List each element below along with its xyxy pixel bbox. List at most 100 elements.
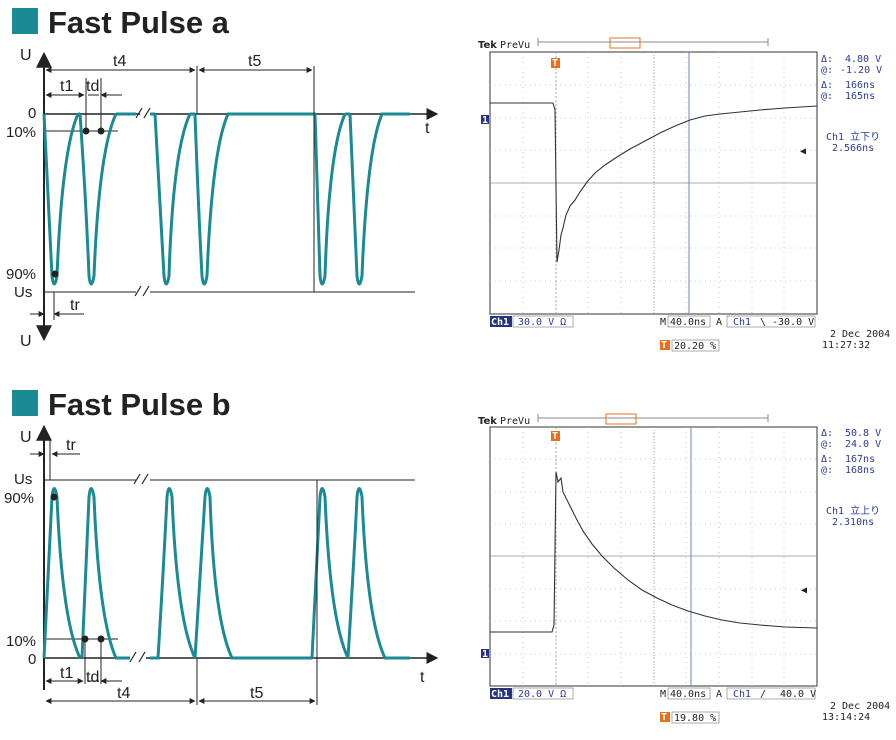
scope-a-at-v: -1.20 V [840, 65, 882, 76]
scope-b-trig-tag: A [716, 689, 722, 700]
scope-b-ch-scale: 20.0 V Ω [518, 689, 566, 700]
scope-a-delta-t: 166ns [845, 80, 875, 91]
scope-a-trig-level: -30.0 V [772, 317, 814, 328]
u-axis-top-label-b: U [20, 429, 32, 446]
td-label-a: td [86, 78, 99, 95]
scope-b-trig-slope: / [760, 689, 766, 700]
scope-a-waveform [490, 102, 818, 263]
scope-b-grid [490, 427, 817, 686]
u-axis-bottom-label-a: U [20, 333, 32, 350]
svg-text:Δ:: Δ: [821, 454, 833, 465]
scope-a-at-t: 165ns [845, 91, 875, 102]
section-fast-pulse-b: Fast Pulse b U t Us 90% 10% 0 [4, 387, 890, 724]
scope-a-trigger-marker [551, 58, 560, 68]
marker-dot-b1 [50, 493, 58, 501]
scope-a-measure-value: 2.566ns [832, 143, 874, 154]
scope-a-trig-pos: 20.20 % [674, 341, 716, 352]
scope-a-ch-tag: Ch1 [491, 317, 509, 328]
scope-b-brand: Tek [478, 416, 497, 427]
scope-b-ch-tag: Ch1 [491, 689, 509, 700]
svg-text:Δ:: Δ: [821, 80, 833, 91]
section-b-marker-square [12, 390, 38, 416]
oscilloscope-b: Tek PreVu T 1 [478, 413, 890, 724]
tr-label-a: tr [70, 297, 80, 314]
scope-a-at-v-sym: @: [821, 65, 833, 76]
scope-b-measure-value: 2.310ns [832, 517, 874, 528]
scope-b-trig-pos: 19.80 % [674, 713, 716, 724]
scope-a-time: 11:27:32 [822, 340, 870, 351]
scope-a-date: 2 Dec 2004 [830, 329, 890, 340]
scope-b-screen [489, 426, 818, 687]
section-a-marker-square [12, 8, 38, 34]
svg-text:T: T [661, 340, 667, 351]
svg-text:1: 1 [482, 115, 488, 126]
pulse-traces-a [42, 112, 410, 286]
level-us-a: Us [14, 284, 32, 301]
scope-a-delta-v-sym: Δ: [821, 54, 833, 65]
section-b-title: Fast Pulse b [48, 387, 231, 422]
scope-b-time: 13:14:24 [822, 712, 870, 723]
scope-a-delta-v: 4.80 V [845, 54, 881, 65]
td-label-b: td [86, 669, 99, 686]
pulse-traces-b [42, 487, 410, 660]
scope-b-ch-tag-bg [490, 688, 512, 699]
t1-label-a: t1 [60, 78, 73, 95]
t1-label-b: t1 [60, 665, 73, 682]
section-fast-pulse-a: Fast Pulse a U U t 0 10% 90% Us [6, 5, 890, 352]
scope-a-trig-slope: \ [760, 317, 766, 328]
scope-a-ch-scale: 30.0 V Ω [518, 317, 566, 328]
svg-text:◀: ◀ [800, 146, 806, 157]
scope-b-mode: PreVu [500, 416, 530, 427]
svg-text:T: T [552, 431, 558, 442]
t5-label-a: t5 [248, 53, 261, 70]
scope-a-measure-label: Ch1 立下り [826, 130, 880, 143]
t5-label-b: t5 [250, 685, 263, 702]
level-zero-b: 0 [28, 651, 36, 668]
svg-text:@:: @: [821, 465, 833, 476]
level-10-b: 10% [6, 633, 36, 650]
scope-a-trig-ch: Ch1 [733, 317, 751, 328]
scope-a-mode: PreVu [500, 40, 530, 51]
svg-text:@:: @: [821, 439, 833, 450]
level-zero-a: 0 [28, 105, 36, 122]
scope-b-timebase: 40.0ns [670, 689, 706, 700]
scope-a-ch-tag-bg [490, 316, 512, 327]
level-10-a: 10% [6, 124, 36, 141]
scope-a-brand: Tek [478, 40, 497, 51]
svg-text:T: T [552, 58, 558, 69]
scope-b-measure-label: Ch1 立上り [826, 504, 880, 517]
t-axis-label-a: t [425, 120, 430, 137]
scope-b-delta-t: 167ns [845, 454, 875, 465]
svg-text:@:: @: [821, 91, 833, 102]
scope-b-trigger-marker [551, 431, 560, 441]
scope-a-timebase-tag: M [660, 317, 666, 328]
scope-b-trig-level: 40.0 V [780, 689, 816, 700]
svg-text:1: 1 [482, 649, 488, 660]
pulse-diagram-b: U t Us 90% 10% 0 [4, 424, 439, 705]
marker-dot-a3 [51, 270, 59, 278]
u-axis-top-label-a: U [20, 47, 32, 64]
scope-b-ch1-marker [481, 649, 489, 658]
t4-label-b: t4 [117, 685, 130, 702]
scope-a-timebase: 40.0ns [670, 317, 706, 328]
svg-text:Δ:: Δ: [821, 428, 833, 439]
level-90-a: 90% [6, 266, 36, 283]
pulse-diagram-a: U U t 0 10% 90% Us [6, 47, 439, 350]
tr-label-b: tr [66, 437, 76, 454]
scope-b-at-v: 24.0 V [845, 439, 881, 450]
scope-a-ch1-marker [481, 115, 489, 124]
oscilloscope-a: Tek PreVu T [478, 37, 890, 352]
scope-a-trig-tag: A [716, 317, 722, 328]
t-axis-label-b: t [420, 669, 425, 686]
svg-text:◀: ◀ [801, 585, 807, 596]
scope-b-at-t: 168ns [845, 465, 875, 476]
t4-label-a: t4 [113, 53, 126, 70]
scope-b-date: 2 Dec 2004 [830, 701, 890, 712]
level-90-b: 90% [4, 490, 34, 507]
scope-b-delta-v: 50.8 V [845, 428, 881, 439]
level-us-b: Us [14, 471, 32, 488]
svg-text:T: T [661, 712, 667, 723]
section-a-title: Fast Pulse a [48, 5, 230, 40]
scope-b-trig-ch: Ch1 [733, 689, 751, 700]
